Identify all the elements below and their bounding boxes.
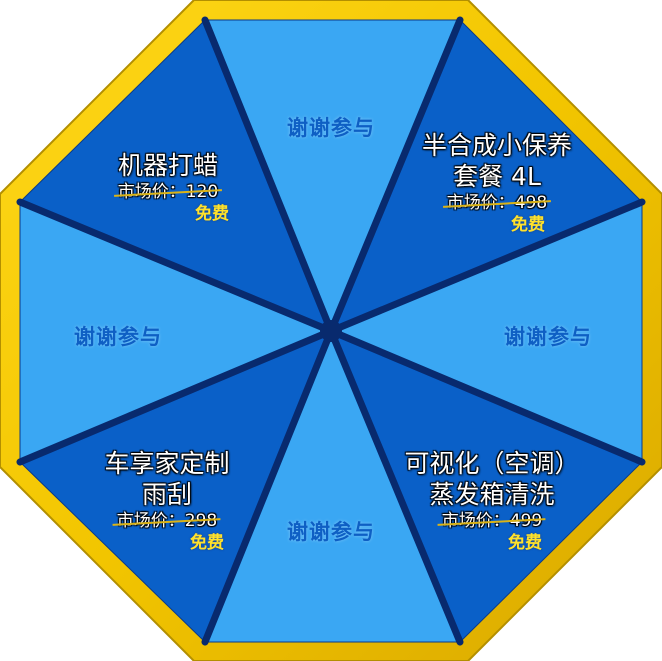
segment-bottom-label: 谢谢参与 bbox=[287, 520, 375, 544]
prize-name-line: 可视化（空调） bbox=[404, 449, 580, 478]
wheel-spoke bbox=[16, 327, 335, 466]
prize-name-line: 车享家定制 bbox=[104, 449, 230, 478]
free-badge: 免费 bbox=[507, 533, 542, 553]
wheel-spoke bbox=[327, 198, 646, 335]
prize-name-line: 蒸发箱清洗 bbox=[429, 480, 555, 509]
segment-left-label: 谢谢参与 bbox=[74, 325, 162, 349]
prize-name-line: 半合成小保养 bbox=[421, 131, 573, 160]
free-badge: 免费 bbox=[510, 215, 545, 235]
prize-name-line: 机器打蜡 bbox=[117, 151, 218, 180]
wheel-hub[interactable] bbox=[320, 320, 342, 342]
wheel-spoke bbox=[327, 327, 646, 466]
wheel-spoke bbox=[201, 327, 335, 646]
wheel-spoke bbox=[16, 198, 335, 335]
segment-top-label: 谢谢参与 bbox=[287, 116, 375, 140]
prize-bottom-right: 可视化（空调） 蒸发箱清洗 市场价：499 免费 bbox=[404, 448, 579, 554]
prize-name-line: 套餐 4L bbox=[453, 162, 541, 191]
market-price: 市场价：499 bbox=[441, 511, 543, 531]
wheel-spoke bbox=[327, 16, 464, 335]
market-price: 市场价：498 bbox=[446, 193, 548, 213]
free-badge: 免费 bbox=[189, 533, 224, 553]
prize-top-right: 半合成小保养 套餐 4L 市场价：498 免费 bbox=[422, 130, 572, 236]
wheel-spoke bbox=[201, 16, 335, 335]
market-price: 市场价：120 bbox=[117, 182, 219, 202]
prize-name-line: 雨刮 bbox=[141, 480, 193, 509]
prize-top-left: 机器打蜡 市场价：120 免费 bbox=[107, 150, 229, 225]
prize-bottom-left: 车享家定制 雨刮 市场价：298 免费 bbox=[104, 448, 229, 554]
wheel-spoke bbox=[327, 327, 464, 646]
segment-right-label: 谢谢参与 bbox=[504, 325, 592, 349]
free-badge: 免费 bbox=[195, 204, 229, 224]
market-price: 市场价：298 bbox=[116, 511, 218, 531]
